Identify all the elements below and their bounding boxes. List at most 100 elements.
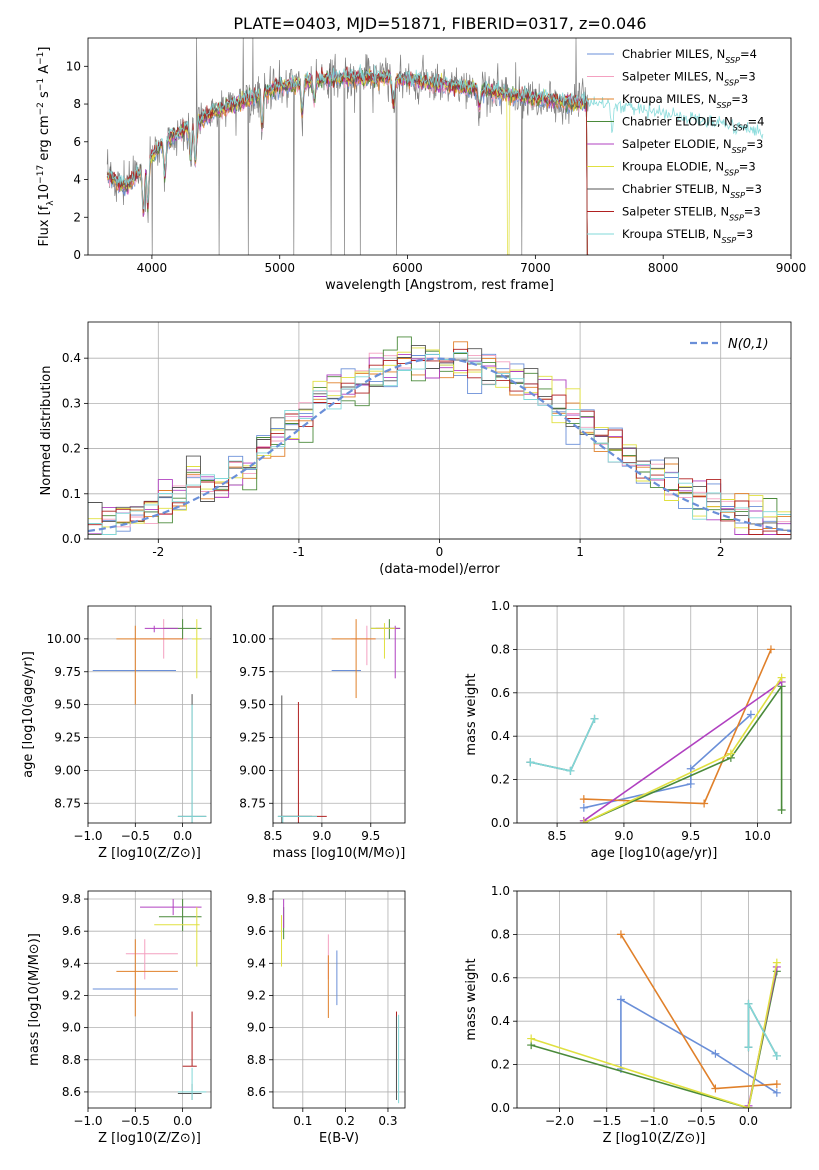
x-tick-label: 0.0: [739, 1114, 758, 1128]
axes-frame: [87, 321, 792, 540]
axes-frame: [272, 605, 406, 824]
error-bars: [92, 619, 207, 823]
y-tick-label: 8.75: [239, 796, 266, 810]
ticks: 0.1 0.2 0.3 8.6 8.8 9.0 9.2 9.4 9.6 9.8: [247, 892, 398, 1128]
weight-marker: [711, 1049, 720, 1058]
error-bars: [281, 899, 400, 1104]
y-tick-label: 0.4: [491, 1014, 510, 1028]
legend-label: Chabrier MILES, NSSP=4: [622, 47, 757, 65]
y-tick-label: 9.2: [62, 988, 81, 1002]
y-tick-label: 9.25: [54, 731, 81, 745]
x-axis-label: E(B-V): [319, 1131, 359, 1146]
y-tick-label: 9.0: [247, 1021, 266, 1035]
y-tick-label: 9.50: [239, 698, 266, 712]
error-bars: [277, 619, 401, 823]
y-tick-label: 9.00: [54, 763, 81, 777]
y-tick-label: 8.8: [62, 1053, 81, 1067]
x-tick-label: −1.0: [73, 1114, 102, 1128]
weight-marker: [526, 758, 535, 767]
figure-title: PLATE=0403, MJD=51871, FIBERID=0317, z=0…: [233, 14, 646, 33]
y-axis-label: Flux [fλ10−17 erg cm−2 s−1 A−1]: [36, 47, 56, 247]
y-tick-label: 0: [73, 248, 81, 262]
x-tick-label: 8000: [648, 261, 679, 275]
ticks: 8.5 9.0 9.5 8.75 9.00 9.25 9.50 9.75 10.00: [232, 632, 381, 843]
y-tick-label: 0.4: [491, 729, 510, 743]
legend-label: Salpeter ELODIE, NSSP=3: [622, 137, 763, 155]
x-tick-label: -2: [152, 545, 164, 559]
x-tick-label: 9.0: [614, 829, 633, 843]
axes-frame: [87, 605, 212, 824]
normal-curve: [88, 357, 791, 533]
x-tick-label: 9000: [776, 261, 807, 275]
weight-marker: [566, 766, 575, 775]
y-tick-label: 2: [73, 210, 81, 224]
axes-frame: [516, 605, 792, 824]
histogram-step: [88, 341, 791, 535]
y-tick-label: 0.6: [491, 971, 510, 985]
weight-marker: [726, 749, 735, 758]
x-tick-label: −0.5: [121, 829, 150, 843]
weight-series: [583, 683, 783, 823]
y-tick-label: 9.75: [239, 665, 266, 679]
axes-frame: [272, 890, 406, 1109]
weight-marker: [744, 999, 753, 1008]
histogram-step: [88, 352, 791, 535]
x-tick-label: 4000: [137, 261, 168, 275]
weight-marker: [772, 1080, 781, 1089]
weight-series: [747, 1003, 778, 1057]
weight-marker: [700, 799, 709, 808]
mass-vs-extinction-plot: 0.1 0.2 0.3 8.6 8.8 9.0 9.2 9.4 9.6 9.8 E(B-V): [247, 890, 406, 1146]
y-tick-label: 9.25: [239, 731, 266, 745]
weight-marker: [777, 673, 786, 682]
y-tick-label: 0.8: [491, 642, 510, 656]
x-tick-label: 7000: [520, 261, 551, 275]
axes-frame: [87, 37, 792, 256]
x-tick-label: −1.5: [592, 1114, 621, 1128]
legend-label: Chabrier ELODIE, NSSP=4: [622, 115, 764, 133]
x-tick-label: 10.0: [744, 829, 771, 843]
observed-spectrum: [106, 38, 590, 255]
y-tick-label: 9.8: [62, 892, 81, 906]
y-tick-label: 4: [73, 173, 81, 187]
weight-marker: [744, 1043, 753, 1052]
weight-series: [620, 998, 778, 1094]
legend-label: Kroupa STELIB, NSSP=3: [622, 227, 753, 245]
residual-histogram: -2 -1 0 1 2 0.0 0.1 0.2 0.3 0.4 (data-model)/error…: [39, 321, 792, 577]
weight-vs-metallicity-plot: −2.0 −1.5 −1.0 −0.5 0.0 0.0 0.2 0.4 0.6 0.8 1.0 Z […: [464, 884, 792, 1146]
error-bars: [92, 899, 207, 1100]
x-tick-label: 9.5: [361, 829, 380, 843]
weight-marker: [772, 1051, 781, 1060]
weight-series: [530, 962, 778, 1108]
x-axis-label: Z [log10(Z/Z⊙)]: [603, 1131, 706, 1146]
y-axis-label: mass weight: [464, 673, 479, 755]
weight-series: [530, 718, 596, 772]
x-tick-label: 8.5: [263, 829, 282, 843]
x-tick-label: −1.0: [639, 1114, 668, 1128]
weight-lines: [527, 930, 781, 1108]
legend-label: Salpeter STELIB, NSSP=3: [622, 205, 761, 223]
weight-marker: [686, 779, 695, 788]
weight-marker: [616, 995, 625, 1004]
y-axis-label: age [log10(age/yr)]: [21, 651, 36, 778]
y-tick-label: 8.75: [54, 796, 81, 810]
grid: [273, 891, 405, 1108]
x-tick-label: -1: [293, 545, 305, 559]
model-spectrum: [106, 70, 589, 255]
y-tick-label: 0.4: [62, 351, 81, 365]
legend-label: Kroupa ELODIE, NSSP=3: [622, 160, 756, 178]
weight-marker: [579, 803, 588, 812]
x-tick-label: 0.1: [293, 1114, 312, 1128]
x-tick-label: 5000: [264, 261, 295, 275]
x-tick-label: 8.5: [548, 829, 567, 843]
y-tick-label: 10: [66, 59, 81, 73]
y-tick-label: 9.00: [239, 763, 266, 777]
y-tick-label: 9.0: [62, 1021, 81, 1035]
x-tick-label: 0.2: [336, 1114, 355, 1128]
weight-marker: [744, 1104, 753, 1108]
x-axis-label: Z [log10(Z/Z⊙)]: [98, 1131, 201, 1146]
weight-series: [583, 681, 783, 822]
histograms: [88, 336, 791, 535]
model-spectrum: [106, 66, 589, 255]
y-tick-label: 0.8: [491, 927, 510, 941]
